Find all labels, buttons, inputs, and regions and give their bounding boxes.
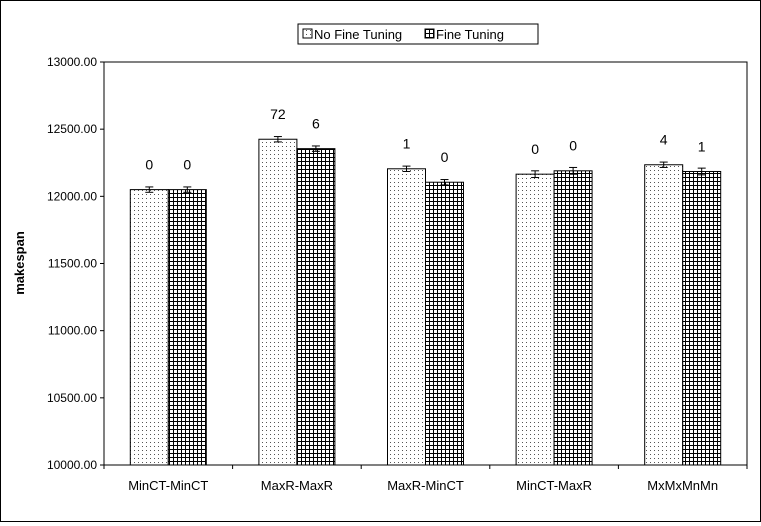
y-tick-label: 10000.00 (47, 458, 97, 472)
bar-no-fine-tuning (129, 189, 169, 466)
x-tick-label: MaxR-MaxR (261, 478, 333, 493)
data-label: 0 (531, 141, 539, 157)
legend-label-no-fine-tuning: No Fine Tuning (314, 27, 402, 42)
y-tick-label: 11500.00 (48, 257, 97, 271)
bar-fine-tuning (553, 170, 593, 466)
data-label: 0 (441, 149, 449, 165)
x-tick-label: MaxR-MinCT (387, 478, 464, 493)
bar-no-fine-tuning (387, 168, 426, 466)
bar-fine-tuning (425, 181, 464, 466)
data-label: 72 (270, 106, 286, 122)
plot-area: 10000.00 10500.00 11000.00 11500.00 12000.00… (47, 55, 748, 493)
data-label: 0 (145, 156, 153, 172)
x-tick-label: MxMxMnMn (647, 478, 718, 493)
bar-fine-tuning (682, 170, 722, 466)
bar-no-fine-tuning (644, 164, 684, 466)
x-tick-label: MinCT-MinCT (128, 478, 208, 493)
y-tick-label: 12500.00 (47, 122, 97, 136)
y-tick-label: 12000.00 (47, 189, 97, 203)
data-label: 4 (660, 132, 668, 148)
y-tick-label: 10500.00 (47, 391, 97, 405)
legend-label-fine-tuning: Fine Tuning (436, 27, 504, 42)
data-label: 0 (183, 156, 191, 172)
y-axis-label: makespan (12, 231, 27, 295)
legend-box (297, 23, 539, 45)
legend-swatch-no-fine-tuning (302, 28, 313, 39)
x-tick-label: MinCT-MaxR (516, 478, 592, 493)
legend: No Fine Tuning Fine Tuning (297, 23, 539, 45)
bar-no-fine-tuning (515, 173, 555, 466)
y-tick-label: 11000.00 (48, 324, 97, 338)
legend-swatch-fine-tuning (424, 28, 435, 39)
bar-fine-tuning (296, 148, 336, 466)
bar-fine-tuning (167, 189, 207, 466)
y-tick-label: 13000.00 (47, 55, 97, 69)
data-label: 1 (698, 138, 706, 154)
bar-no-fine-tuning (258, 138, 298, 466)
data-label: 0 (569, 138, 577, 154)
data-label: 1 (403, 136, 411, 152)
data-label: 6 (312, 115, 320, 131)
